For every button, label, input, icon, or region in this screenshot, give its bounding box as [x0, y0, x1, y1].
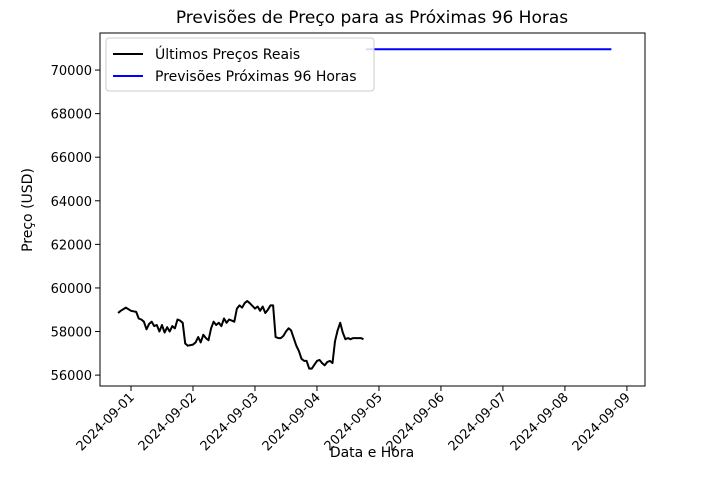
x-tick-label: 2024-09-03 — [198, 390, 262, 454]
chart-title: Previsões de Preço para as Próximas 96 H… — [176, 8, 568, 28]
x-tick-label: 2024-09-02 — [136, 390, 200, 454]
y-tick-label: 64000 — [51, 195, 92, 210]
legend: Últimos Preços Reais Previsões Próximas … — [105, 37, 375, 92]
x-axis-label: Data e Hora — [330, 445, 414, 461]
x-tick-label: 2024-09-04 — [260, 390, 324, 454]
y-tick-label: 68000 — [51, 108, 92, 123]
x-tick-label: 2024-09-01 — [74, 390, 138, 454]
y-tick-label: 58000 — [51, 326, 92, 341]
legend-label-actual: Últimos Preços Reais — [155, 45, 300, 63]
plot-area — [117, 48, 612, 370]
y-tick-label: 70000 — [51, 64, 92, 79]
x-tick-label: 2024-09-09 — [570, 390, 634, 454]
legend-label-forecast: Previsões Próximas 96 Horas — [155, 69, 357, 85]
y-axis-label: Preço (USD) — [20, 168, 36, 252]
y-tick-label: 60000 — [51, 282, 92, 297]
series-line-actual — [117, 300, 364, 370]
legend-box — [105, 37, 375, 92]
x-tick-label: 2024-09-07 — [446, 390, 510, 454]
y-tick-label: 66000 — [51, 151, 92, 166]
axes-frame — [99, 32, 646, 387]
y-tick-label: 56000 — [51, 369, 92, 384]
x-tick-label: 2024-09-08 — [508, 390, 572, 454]
y-tick-label: 62000 — [51, 238, 92, 253]
y-axis: 56000 58000 60000 62000 64000 66000 68000 70000 — [51, 64, 100, 384]
